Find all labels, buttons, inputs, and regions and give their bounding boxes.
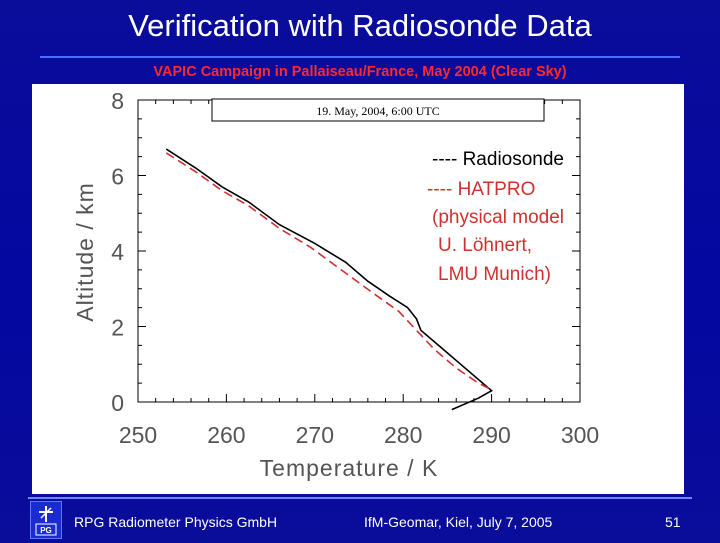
legend-line-5: LMU Munich) <box>438 264 551 285</box>
rpg-logo-icon: PG <box>35 506 57 536</box>
y-tick-label: 8 <box>111 88 124 114</box>
legend-line-3: (physical model <box>432 207 564 228</box>
legend: ---- Radiosonde ---- HATPRO (physical mo… <box>427 149 564 285</box>
svg-text:PG: PG <box>40 526 52 535</box>
y-tick-label: 6 <box>111 164 124 190</box>
legend-line-1: ---- Radiosonde <box>432 149 564 170</box>
slide-title: Verification with Radiosonde Data <box>128 8 592 43</box>
legend-line-2: ---- HATPRO <box>427 179 535 200</box>
y-tick-label: 0 <box>111 390 124 416</box>
y-tick-label: 4 <box>111 239 124 265</box>
tick-labels: 250 260 270 280 290 300 0 2 4 6 8 <box>111 88 599 448</box>
x-tick-label: 300 <box>561 422 599 448</box>
chart-area: 250 260 270 280 290 300 0 2 4 6 8 19. May, 2004, 6… <box>32 84 684 494</box>
series-lines <box>165 148 494 411</box>
chart-title-box <box>211 98 545 122</box>
x-tick-label: 260 <box>207 422 245 448</box>
temperature-profile-chart: 250 260 270 280 290 300 0 2 4 6 8 19. May, 2004, 6… <box>72 88 599 481</box>
legend-line-4: U. Löhnert, <box>438 235 532 256</box>
y-axis-label: Altitude / km <box>72 182 98 322</box>
page-number: 51 <box>665 514 681 530</box>
series-hatpro-line <box>165 152 494 392</box>
title-divider <box>40 56 680 58</box>
x-tick-label: 250 <box>119 422 157 448</box>
x-axis-label: Temperature / K <box>260 455 439 481</box>
slide-subtitle: VAPIC Campaign in Pallaiseau/France, May… <box>153 64 567 80</box>
x-tick-label: 290 <box>472 422 510 448</box>
footer-divider <box>28 497 692 499</box>
footer-company: RPG Radiometer Physics GmbH <box>74 514 278 530</box>
x-tick-label: 270 <box>296 422 334 448</box>
footer-event: IfM-Geomar, Kiel, July 7, 2005 <box>364 514 553 530</box>
series-radiosonde-line <box>165 148 493 411</box>
x-tick-label: 280 <box>384 422 422 448</box>
chart-title: 19. May, 2004, 6:00 UTC <box>316 104 440 118</box>
y-tick-label: 2 <box>111 315 124 341</box>
rpg-logo: PG <box>30 501 62 539</box>
